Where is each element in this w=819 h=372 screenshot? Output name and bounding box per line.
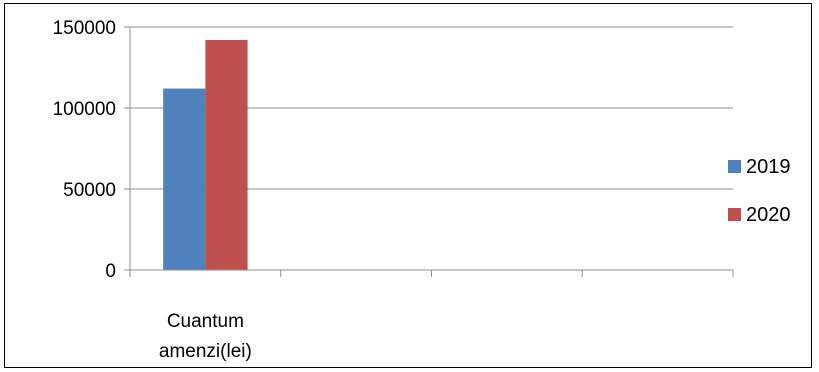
x-category-label: Cuantum [167,311,244,332]
y-tick-label: 0 [105,261,116,282]
chart-frame: 0 50000 100000 150000 Cuantum amenzi(lei) 201… [4,3,812,368]
legend-label-2019: 2019 [746,156,791,178]
bars [163,39,248,271]
bar-chart: 0 50000 100000 150000 Cuantum amenzi(lei) 201… [53,18,791,362]
bar-2020 [205,39,248,271]
y-tick-label: 150000 [53,18,116,39]
y-tick-label: 50000 [63,180,116,201]
legend-swatch-2020 [728,208,741,221]
x-category-label: amenzi(lei) [159,341,252,362]
axis-labels: 0 50000 100000 150000 Cuantum amenzi(lei) [53,18,252,362]
y-tick-label: 100000 [53,99,116,120]
axes [124,26,734,277]
legend: 2019 2020 [728,156,791,226]
legend-label-2020: 2020 [746,204,791,226]
bar-2019 [163,88,206,270]
legend-swatch-2019 [728,160,741,173]
